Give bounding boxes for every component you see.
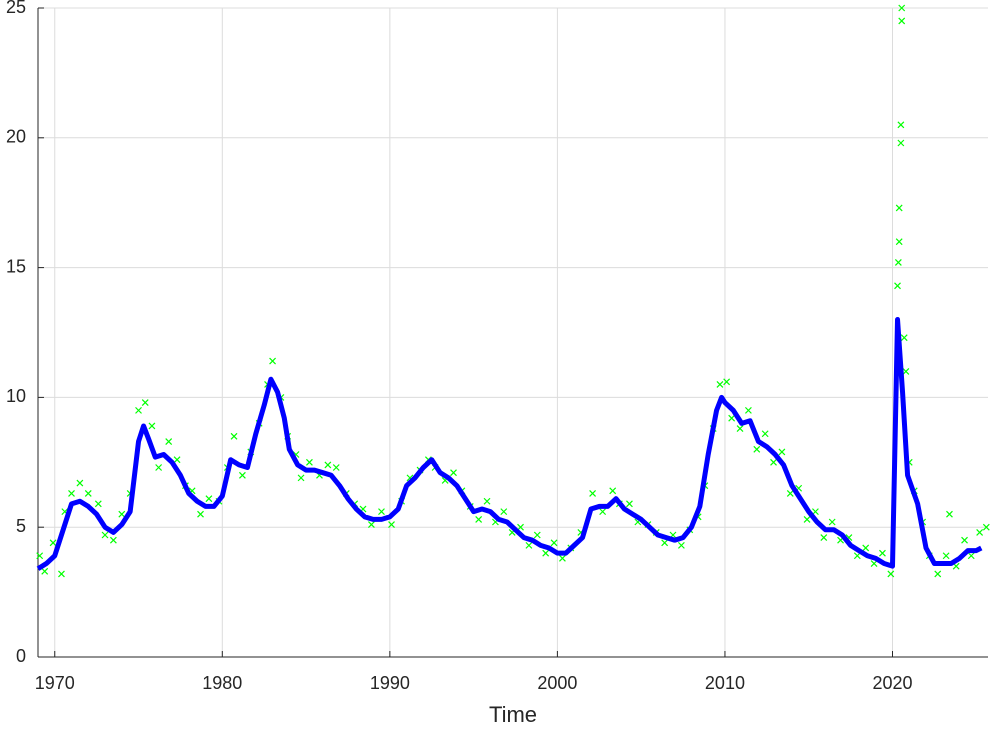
x-axis-label: Time xyxy=(489,702,537,727)
scatter-marker xyxy=(753,445,761,453)
scatter-marker xyxy=(165,438,173,445)
line xyxy=(36,317,983,571)
scatter-marker xyxy=(961,536,968,544)
scatter-marker xyxy=(41,567,49,575)
scatter-marker xyxy=(870,560,878,567)
scatter-marker xyxy=(894,258,902,266)
scatter-marker xyxy=(269,357,276,365)
scatter-marker xyxy=(589,490,597,497)
scatter-marker xyxy=(324,461,332,469)
scatter-marker xyxy=(388,521,395,529)
scatter-marker xyxy=(770,458,777,466)
scatter-marker xyxy=(533,531,541,539)
scatter-marker xyxy=(942,552,950,560)
scatter-marker xyxy=(716,380,724,388)
x-tick-label: 1980 xyxy=(202,673,242,693)
scatter-marker xyxy=(141,399,149,407)
x-tick-label: 1990 xyxy=(370,673,410,693)
scatter-marker xyxy=(525,541,533,549)
scatter-marker xyxy=(887,570,895,578)
y-tick-label: 20 xyxy=(6,127,26,147)
scatter-marker xyxy=(205,495,213,503)
scatter-marker xyxy=(677,541,685,549)
x-tick-label: 2000 xyxy=(537,673,577,693)
scatter-marker xyxy=(332,464,340,471)
y-tick-label: 10 xyxy=(6,386,26,406)
scatter-marker xyxy=(862,544,870,552)
scatter-marker xyxy=(934,570,942,578)
scatter-marker xyxy=(76,479,84,487)
scatter-marker xyxy=(36,552,44,560)
x-tick-label: 1970 xyxy=(35,673,75,693)
scatter-marker xyxy=(500,508,508,516)
scatter-marker xyxy=(238,471,246,479)
scatter-marker xyxy=(230,432,238,440)
scatter-marker xyxy=(148,422,156,430)
scatter-marker xyxy=(828,518,836,526)
scatter-marker xyxy=(803,515,811,523)
scatter-marker xyxy=(135,406,142,414)
scatter-marker xyxy=(626,500,633,508)
scatter-marker xyxy=(898,17,906,25)
scatter-marker xyxy=(101,531,109,539)
scatter-marker xyxy=(853,552,861,560)
scatter-marker xyxy=(109,536,117,544)
scatter-marker xyxy=(118,510,126,518)
scatter-marker xyxy=(744,406,752,414)
scatter-marker xyxy=(94,500,102,508)
scatter-marker xyxy=(58,570,65,578)
scatter-marker xyxy=(894,282,901,290)
scatter-marker xyxy=(173,456,181,464)
scatter-marker xyxy=(378,508,385,516)
x-tick-label: 2020 xyxy=(872,673,912,693)
scatter-marker xyxy=(728,414,736,422)
scatter-marker xyxy=(559,554,566,562)
scatter-marker xyxy=(68,490,75,497)
y-tick-label: 5 xyxy=(16,516,26,536)
y-tick-label: 0 xyxy=(16,646,26,666)
scatter-marker xyxy=(786,490,794,497)
x-tick-label: 2010 xyxy=(705,673,745,693)
scatter-marker xyxy=(542,549,550,557)
scatter-marker xyxy=(723,378,731,386)
scatter-marker xyxy=(483,497,491,505)
scatter-marker xyxy=(895,204,903,212)
scatter-marker xyxy=(900,334,908,342)
scatter-marker xyxy=(897,121,905,129)
scatter-marker xyxy=(297,474,305,482)
scatter-marker xyxy=(761,430,769,438)
scatter-marker xyxy=(976,528,984,536)
scatter-marker xyxy=(778,448,786,456)
scatter-marker xyxy=(898,4,906,12)
scatter-marker xyxy=(306,458,313,466)
y-tick-label: 15 xyxy=(6,256,26,276)
scatter-marker xyxy=(49,539,57,547)
scatter-marker xyxy=(897,139,905,147)
scatter-marker xyxy=(367,521,375,529)
scatter-marker xyxy=(879,549,886,557)
scatter-marker xyxy=(895,238,903,246)
scatter-marker xyxy=(550,539,558,547)
scatter-marker xyxy=(820,534,828,542)
scatter-marker xyxy=(197,510,204,518)
scatter-marker xyxy=(946,510,953,518)
scatter-marker xyxy=(982,523,990,531)
scatter-marker xyxy=(902,368,910,375)
scatter-marker xyxy=(475,515,483,523)
scatter-marker xyxy=(609,487,617,495)
scatter-marker xyxy=(967,552,975,560)
y-tick-label: 25 xyxy=(6,0,26,17)
scatter-marker xyxy=(84,490,92,497)
scatter-marker xyxy=(155,464,163,471)
scatter-marker xyxy=(736,425,744,432)
scatter-marker xyxy=(450,469,457,477)
scatter-marker xyxy=(599,508,607,516)
scatter-marker xyxy=(661,539,669,547)
